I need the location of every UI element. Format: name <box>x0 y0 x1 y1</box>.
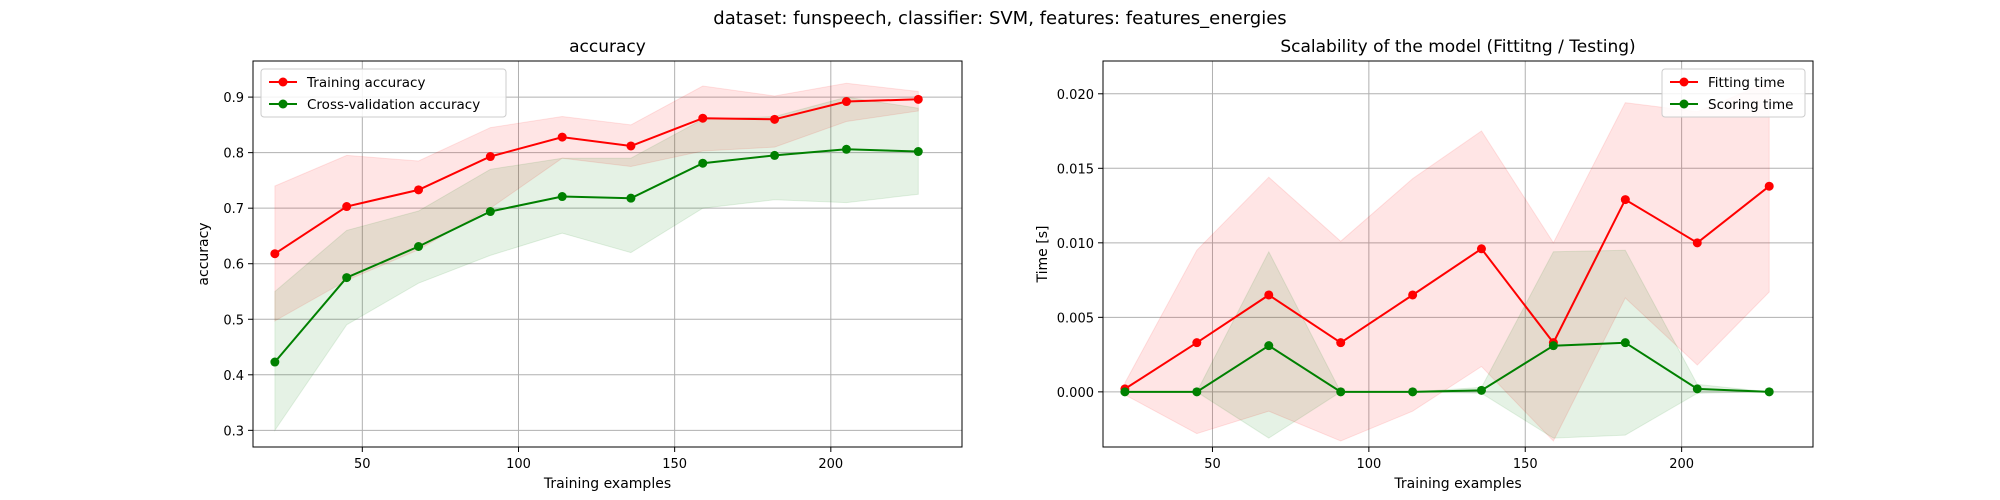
axes-frame <box>1102 60 1814 448</box>
y-tick-label: 0.015 <box>1057 162 1094 177</box>
series-line <box>274 148 919 363</box>
chart-title: accuracy <box>569 37 646 57</box>
data-point <box>1476 385 1486 395</box>
data-point <box>557 192 567 202</box>
y-axis-label: Time [s] <box>1035 226 1051 284</box>
data-point <box>1336 387 1346 397</box>
figure-suptitle: dataset: funspeech, classifier: SVM, fea… <box>713 8 1286 29</box>
data-point <box>770 150 780 160</box>
data-point <box>342 273 352 283</box>
data-point <box>841 97 851 107</box>
data-point <box>1620 338 1630 348</box>
data-point <box>626 193 636 203</box>
legend-marker <box>1679 99 1689 109</box>
y-tick-label: 0.020 <box>1057 88 1094 103</box>
y-tick-label: 0.4 <box>223 369 244 384</box>
scalability-chart: 50 100 150 200 0.000 0.005 0.010 0.015 0.020 Scal… <box>1035 37 1814 492</box>
legend-label: Fitting time <box>1708 75 1785 91</box>
data-point <box>770 114 780 124</box>
x-axis-label: Training examples <box>543 476 671 492</box>
data-point <box>414 242 424 252</box>
data-point <box>1120 387 1130 397</box>
series-line <box>274 98 919 255</box>
data-point <box>1192 387 1202 397</box>
data-point <box>270 357 280 367</box>
y-tick-label: 0.3 <box>223 424 244 439</box>
data-point <box>1192 338 1202 348</box>
data-point <box>841 144 851 154</box>
data-point <box>626 141 636 151</box>
data-point <box>1692 384 1702 394</box>
data-point <box>1620 195 1630 205</box>
data-point <box>557 132 567 142</box>
data-point <box>342 202 352 212</box>
legend-marker <box>1679 77 1689 87</box>
series-line <box>1124 185 1770 390</box>
y-tick-label: 0.010 <box>1057 237 1094 252</box>
data-point <box>1476 244 1486 254</box>
data-point <box>270 249 280 259</box>
data-point <box>1764 387 1774 397</box>
legend-label: Scoring time <box>1708 97 1793 113</box>
x-tick-label: 50 <box>1204 457 1221 472</box>
data-point <box>1408 290 1418 300</box>
data-point <box>1692 238 1702 248</box>
data-point <box>485 152 495 162</box>
legend-label: Training accuracy <box>306 75 425 91</box>
data-point <box>485 207 495 217</box>
x-tick-label: 200 <box>1669 457 1694 472</box>
data-point <box>1264 290 1274 300</box>
data-point <box>414 185 424 195</box>
y-tick-label: 0.000 <box>1057 386 1094 401</box>
data-point <box>1336 338 1346 348</box>
y-tick-label: 0.5 <box>223 313 244 328</box>
x-tick-label: 100 <box>506 457 531 472</box>
y-tick-label: 0.8 <box>223 147 244 162</box>
data-point <box>1408 387 1418 397</box>
accuracy-chart: 50 100 150 200 0.3 0.4 0.5 0.6 0.7 0.8 0.9 accuracy… <box>196 37 963 492</box>
x-tick-label: 150 <box>1513 457 1538 472</box>
data-point <box>1548 341 1558 351</box>
data-point <box>913 94 923 104</box>
legend-marker <box>278 77 288 87</box>
series-line <box>1124 341 1770 393</box>
axes-frame <box>252 60 963 448</box>
y-axis-label: accuracy <box>196 222 212 285</box>
x-tick-label: 200 <box>818 457 843 472</box>
confidence-band <box>1124 81 1770 442</box>
y-tick-label: 0.7 <box>223 202 244 217</box>
y-tick-label: 0.005 <box>1057 311 1094 326</box>
x-tick-label: 150 <box>662 457 687 472</box>
x-tick-label: 100 <box>1356 457 1381 472</box>
data-point <box>1764 181 1774 191</box>
x-tick-label: 50 <box>354 457 371 472</box>
legend-box <box>260 68 507 118</box>
chart-title: Scalability of the model (Fittitng / Tes… <box>1280 37 1635 57</box>
confidence-band <box>274 96 919 432</box>
data-point <box>698 113 708 123</box>
data-point <box>1264 341 1274 351</box>
data-point <box>698 158 708 168</box>
y-tick-label: 0.6 <box>223 258 244 273</box>
legend-marker <box>278 99 288 109</box>
data-point <box>913 147 923 157</box>
x-axis-label: Training examples <box>1393 476 1521 492</box>
y-tick-label: 0.9 <box>223 91 244 106</box>
legend-label: Cross-validation accuracy <box>307 97 480 113</box>
